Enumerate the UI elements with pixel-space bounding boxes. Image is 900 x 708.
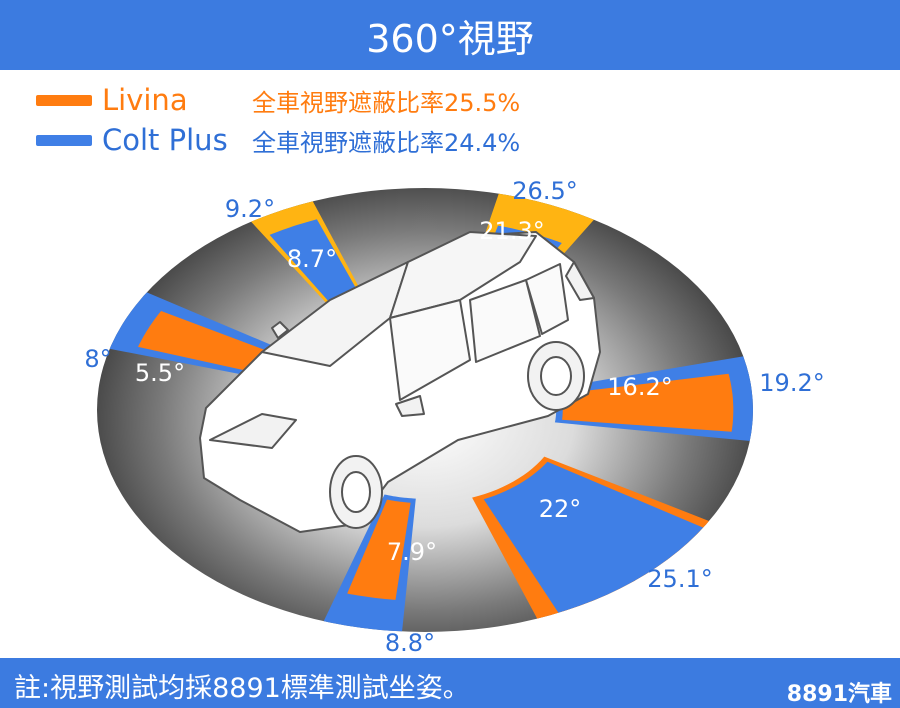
angle-label-front-left-colt: 8.7° (287, 245, 337, 273)
angle-label-left-colt: 8° (84, 345, 111, 373)
angle-label-left-livina: 5.5° (135, 359, 185, 387)
legend-stat-colt-plus: 全車視野遮蔽比率24.4% (252, 128, 521, 157)
angle-label-front-livina: 21.3° (479, 217, 544, 245)
legend-swatch-livina (36, 94, 92, 106)
legend-item-colt-plus: Colt Plus 全車視野遮蔽比率24.4% (36, 120, 520, 160)
angle-label-right-colt: 19.2° (759, 369, 824, 397)
legend-swatch-colt-plus (36, 134, 92, 146)
legend-label-colt-plus: Colt Plus (102, 123, 228, 157)
chart-title: 360°視野 (366, 16, 534, 61)
wedge-rear-inner (347, 499, 411, 600)
angle-label-front-left-livina: 9.2° (225, 195, 275, 223)
brand-logo: 8891汽車 (786, 682, 892, 707)
angle-label-rear-colt: 8.8° (385, 629, 435, 657)
footer-bar: 註:視野測試均採8891標準測試坐姿。 8891汽車 (0, 658, 900, 708)
angle-label-right-livina: 16.2° (607, 373, 672, 401)
wedge-right-inner (560, 373, 734, 432)
legend-stat-livina: 全車視野遮蔽比率25.5% (252, 88, 521, 117)
legend-label-livina: Livina (102, 83, 188, 117)
wedge-rear-right-inner (483, 461, 704, 613)
car-illustration (199, 231, 601, 533)
angle-label-rear-right-colt: 22° (539, 495, 582, 523)
title-bar: 360°視野 (0, 0, 900, 70)
footer-note: 註:視野測試均採8891標準測試坐姿。 (14, 673, 470, 704)
angle-label-rear-right-livina: 25.1° (647, 565, 712, 593)
legend-item-livina: Livina 全車視野遮蔽比率25.5% (36, 80, 520, 120)
angle-label-rear-livina: 7.9° (387, 538, 437, 566)
angle-label-front-colt: 26.5° (512, 177, 577, 205)
angle-labels: 26.5° 21.3° 9.2° 8.7° 8° 5.5° 19.2° 16.2° 25.1° 2… (84, 177, 824, 657)
